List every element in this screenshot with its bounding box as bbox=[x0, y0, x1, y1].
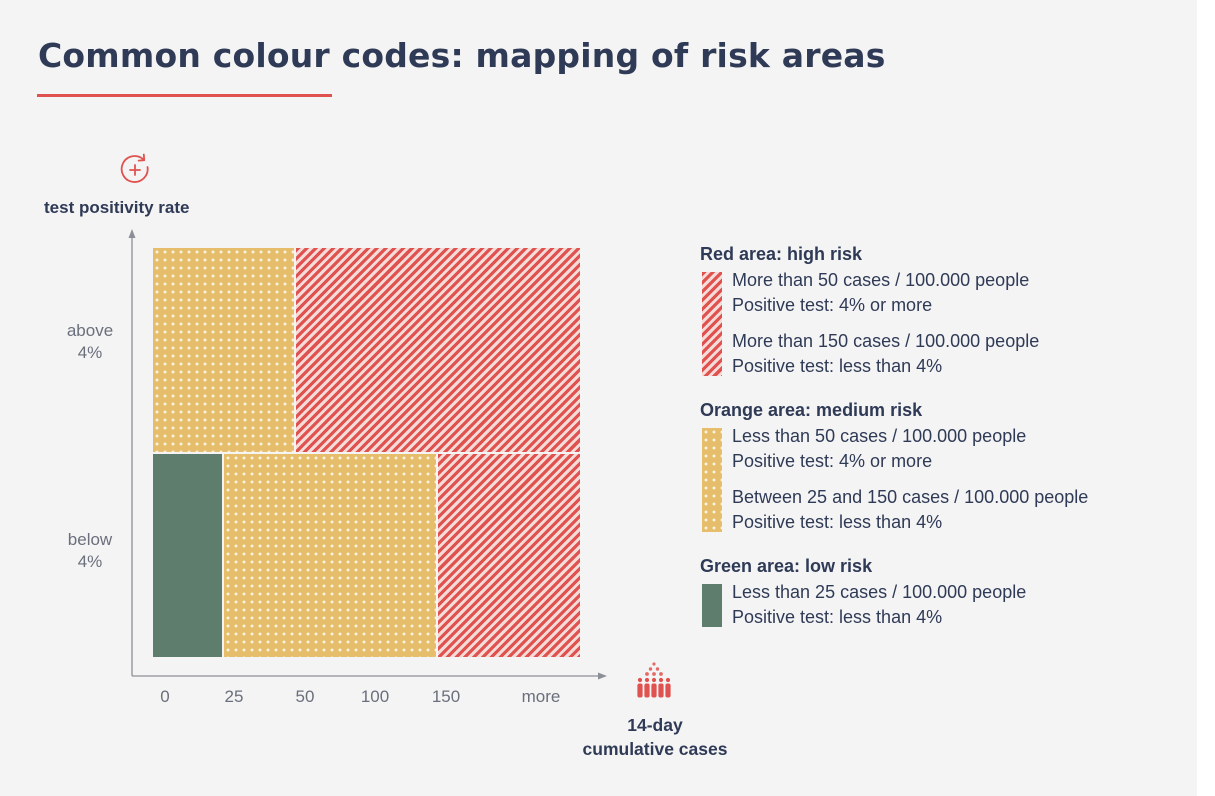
y-axis-title: test positivity rate bbox=[44, 198, 190, 217]
zone-above-4-medium-risk bbox=[153, 248, 294, 452]
x-tick-150: 150 bbox=[431, 687, 461, 706]
legend: Red area: high risk More than 50 cases /… bbox=[700, 240, 1180, 647]
legend-orange-title: Orange area: medium risk bbox=[700, 400, 923, 420]
test-positivity-icon bbox=[118, 153, 152, 187]
zone-below-4-high-risk bbox=[438, 454, 580, 657]
x-axis-title: 14-day cumulative cases bbox=[582, 715, 728, 759]
title-underline bbox=[37, 94, 332, 97]
legend-green-title: Green area: low risk bbox=[700, 556, 873, 576]
x-tick-more: more bbox=[521, 687, 561, 706]
y-tick-below: below 4% bbox=[67, 530, 113, 571]
axes bbox=[128, 229, 607, 680]
legend-red-entry-1-test: Positive test: 4% or more bbox=[732, 295, 933, 315]
legend-green-entry-1-cases: Less than 25 cases / 100.000 people bbox=[732, 582, 1027, 602]
page-title: Common colour codes: mapping of risk are… bbox=[38, 36, 886, 75]
legend-orange-swatch bbox=[702, 428, 722, 532]
legend-red-group: Red area: high risk More than 50 cases /… bbox=[700, 240, 1180, 379]
legend-green-group: Green area: low risk Less than 25 cases … bbox=[700, 552, 1180, 630]
x-tick-50: 50 bbox=[295, 687, 315, 706]
x-tick-0: 0 bbox=[160, 687, 170, 706]
legend-orange-entry-2-cases: Between 25 and 150 cases / 100.000 peopl… bbox=[732, 487, 1089, 507]
zone-below-4-medium-risk bbox=[224, 454, 436, 657]
zone-above-4-high-risk bbox=[296, 248, 580, 452]
legend-red-entry-2-cases: More than 150 cases / 100.000 people bbox=[732, 331, 1040, 351]
people-crowd-icon bbox=[633, 661, 675, 701]
legend-red-entry-1-cases: More than 50 cases / 100.000 people bbox=[732, 270, 1030, 290]
legend-green-entry-1-test: Positive test: less than 4% bbox=[732, 607, 943, 627]
page-right-border bbox=[1197, 0, 1215, 796]
legend-orange-entry-1-test: Positive test: 4% or more bbox=[732, 451, 933, 471]
legend-red-swatch bbox=[702, 272, 722, 376]
legend-red-title: Red area: high risk bbox=[700, 244, 863, 264]
legend-orange-group: Orange area: medium risk Less than 50 ca… bbox=[700, 396, 1180, 535]
x-tick-25: 25 bbox=[224, 687, 244, 706]
y-tick-above: above 4% bbox=[66, 321, 114, 362]
legend-orange-entry-1-cases: Less than 50 cases / 100.000 people bbox=[732, 426, 1027, 446]
legend-red-entry-2-test: Positive test: less than 4% bbox=[732, 356, 943, 376]
legend-orange-entry-2-test: Positive test: less than 4% bbox=[732, 512, 943, 532]
legend-green-swatch bbox=[702, 584, 722, 627]
zone-below-4-low-risk bbox=[153, 454, 222, 657]
x-tick-100: 100 bbox=[360, 687, 390, 706]
